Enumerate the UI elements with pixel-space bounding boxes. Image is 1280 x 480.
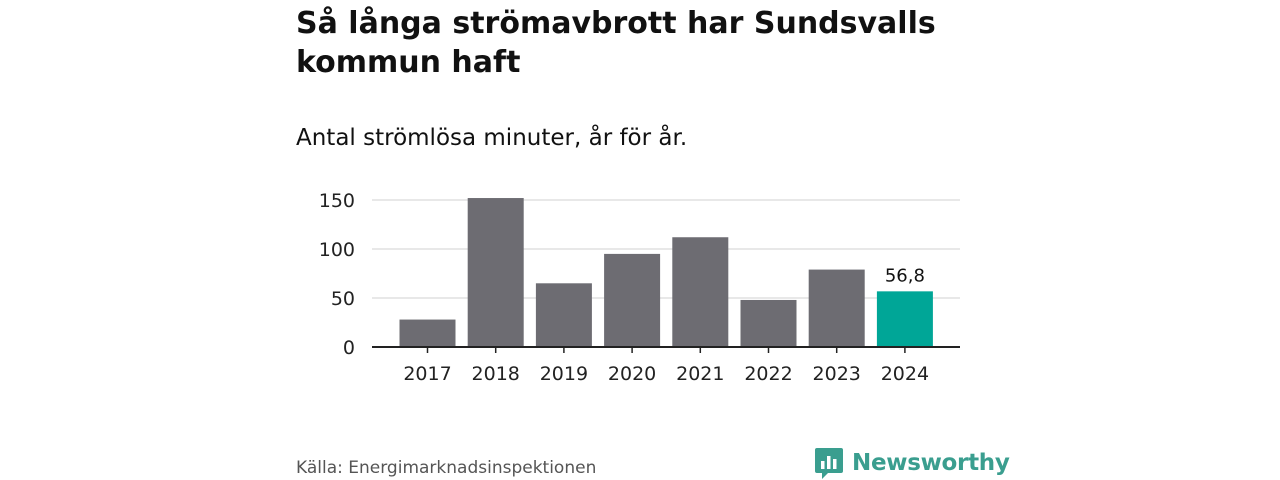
- newsworthy-logo-icon: [815, 448, 843, 479]
- x-tick-label-2018: 2018: [472, 363, 520, 385]
- bar-2021: [672, 237, 729, 347]
- chart-subtitle: Antal strömlösa minuter, år för år.: [296, 125, 688, 151]
- x-tick-label-2017: 2017: [403, 363, 451, 385]
- bar-2017: [399, 319, 456, 347]
- x-tick-label-2021: 2021: [676, 363, 724, 385]
- x-tick-label-2023: 2023: [813, 363, 861, 385]
- x-tick-label-2022: 2022: [744, 363, 792, 385]
- data-label-2024: 56,8: [885, 265, 925, 286]
- y-tick-label-100: 100: [319, 239, 355, 261]
- x-tick-label-2024: 2024: [881, 363, 929, 385]
- bar-2020: [604, 253, 661, 347]
- x-tick-label-2020: 2020: [608, 363, 656, 385]
- x-tick-label-2019: 2019: [540, 363, 588, 385]
- bar-2022: [740, 299, 797, 347]
- bar-2024: [876, 291, 933, 347]
- y-tick-label-150: 150: [319, 190, 355, 212]
- bar-2023: [808, 269, 865, 347]
- bar-chart: 0 50 100 150 2017 2018 2019 2020 2021 2022 2023 202…: [319, 190, 960, 385]
- y-tick-label-50: 50: [331, 288, 355, 310]
- bar-2019: [535, 283, 592, 347]
- newsworthy-logo[interactable]: Newsworthy: [814, 446, 1010, 480]
- y-tick-label-0: 0: [343, 337, 355, 359]
- chart-title: Så långa strömavbrott har Sundsvalls kom…: [296, 6, 936, 80]
- newsworthy-wordmark: Newsworthy: [852, 450, 1010, 476]
- bar-2018: [467, 198, 524, 347]
- source-note: Källa: Energimarknadsinspektionen: [296, 458, 597, 478]
